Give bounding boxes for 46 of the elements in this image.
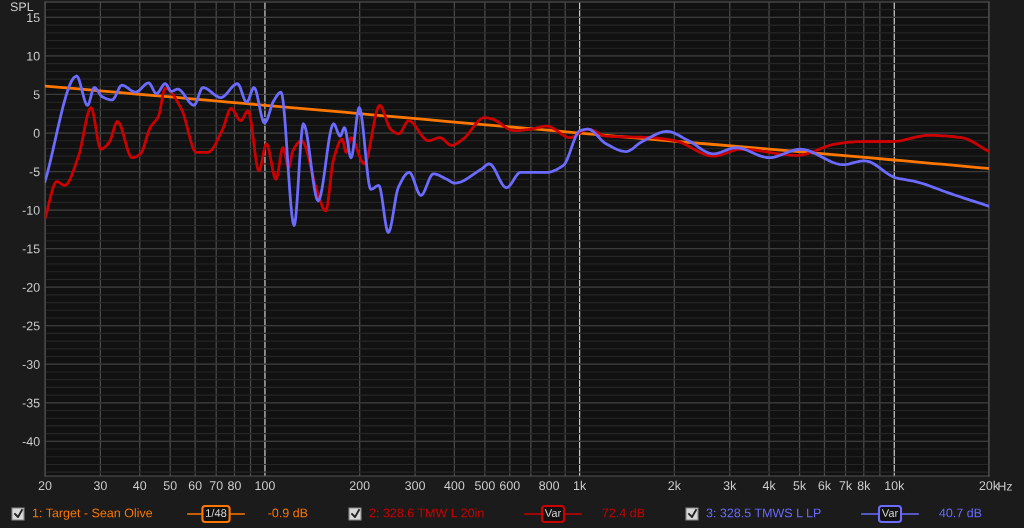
text: 40.7 dB: [939, 508, 982, 518]
y-axis-title: SPL: [10, 2, 34, 12]
x-tick-label: 6k: [818, 480, 832, 491]
y-tick-label: -30: [22, 360, 40, 369]
y-tick-label: -5: [29, 167, 40, 177]
x-tick-label: 70: [209, 481, 223, 491]
x-tick-label: 10k: [885, 480, 905, 491]
x-tick-label: 200: [349, 481, 370, 491]
y-tick-label: 10: [27, 51, 40, 61]
x-tick-label: 80: [228, 481, 241, 491]
x-tick-label: 2k: [668, 480, 681, 490]
text: 2: 328.6 TMW L 20in: [369, 508, 484, 518]
y-tick-label: -35: [22, 398, 40, 408]
x-tick-label: 40: [133, 481, 147, 491]
text: Var: [881, 509, 899, 517]
x-tick-label: 4k: [762, 480, 776, 490]
text: 1/48: [206, 508, 227, 517]
x-tick-label: 1k: [573, 480, 587, 490]
x-tick-label: 50: [163, 481, 177, 491]
y-tick-label: -20: [22, 282, 40, 292]
x-tick-label: 5k: [793, 480, 807, 491]
y-tick-label: 15: [27, 13, 40, 23]
x-tick-label: 7k: [839, 480, 853, 490]
x-tick-label: 300: [405, 481, 426, 491]
y-tick-label: -15: [22, 244, 40, 254]
text: 3: 328.5 TMWS L LP: [706, 508, 821, 518]
x-tick-label: 600: [500, 481, 520, 491]
x-tick-label: 20: [38, 481, 52, 491]
x-tick-label: 60: [188, 481, 202, 491]
x-tick-label: 3k: [723, 480, 737, 491]
y-tick-label: 5: [33, 90, 40, 100]
x-tick-label: 8k: [857, 480, 871, 491]
y-tick-label: -10: [22, 205, 40, 215]
x-tick-label: 500: [474, 481, 495, 491]
text: 1: Target - Sean Olive: [32, 508, 153, 520]
x-tick-label: 30: [93, 481, 107, 491]
x-tick-label: 400: [444, 481, 465, 491]
text: 72.4 dB: [602, 508, 645, 518]
x-tick-label: 800: [539, 481, 560, 491]
x-tick-label: 100: [255, 481, 275, 491]
text: Var: [544, 509, 562, 517]
text: -0.9 dB: [268, 508, 308, 518]
x-axis-title: Hz: [998, 482, 1012, 491]
y-tick-label: -40: [22, 437, 40, 446]
y-tick-label: 0: [33, 128, 40, 138]
y-tick-label: -25: [22, 321, 40, 331]
